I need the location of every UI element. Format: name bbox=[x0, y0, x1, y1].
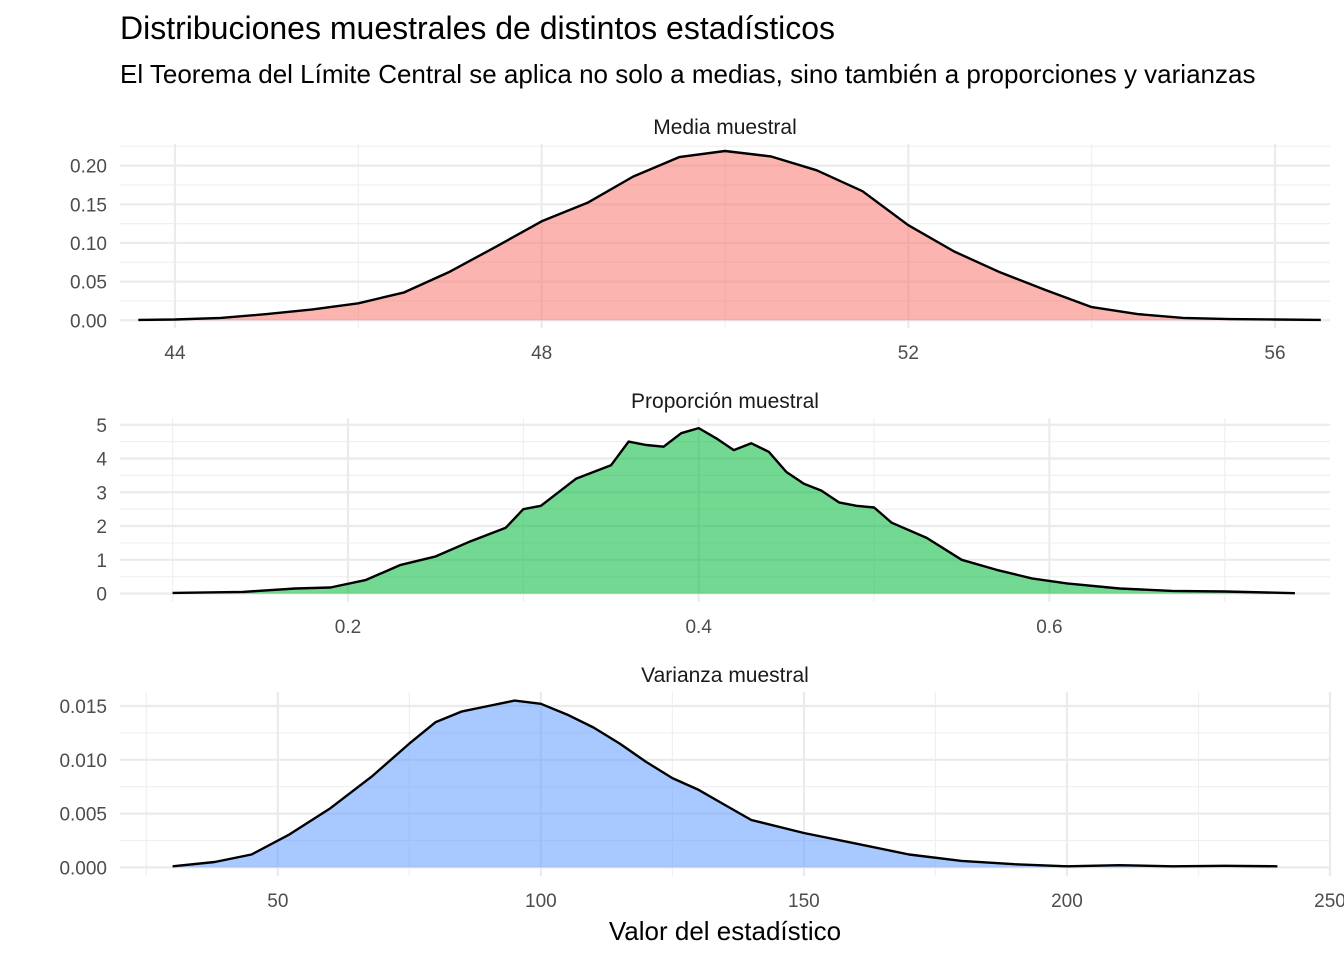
panel-1-x-tick-label: 44 bbox=[164, 343, 186, 364]
panel-2-y-tick-label: 2 bbox=[96, 517, 107, 538]
panel-2-strip-label: Proporción muestral bbox=[631, 390, 819, 413]
panel-3-x-tick-label: 50 bbox=[267, 891, 288, 912]
chart-subtitle: El Teorema del Límite Central se aplica … bbox=[120, 59, 1255, 89]
panel-2-y-tick-label: 5 bbox=[96, 416, 107, 437]
panel-1-y-tick-label: 0.10 bbox=[70, 234, 107, 255]
panel-1-y-tick-label: 0.00 bbox=[70, 311, 107, 332]
panel-1-density-area bbox=[138, 151, 1321, 321]
panel-3: Varianza muestral 0.000 0.005 0.010 0.015 50 1… bbox=[59, 664, 1344, 912]
panel-2-y-tick-label: 0 bbox=[96, 585, 107, 606]
panel-3-x-tick-label: 200 bbox=[1051, 891, 1083, 912]
panel-3-y-tick-label: 0.000 bbox=[59, 858, 107, 879]
panel-1-x-tick-label: 48 bbox=[531, 343, 552, 364]
panel-3-x-tick-label: 100 bbox=[525, 891, 557, 912]
panel-1-y-tick-label: 0.05 bbox=[70, 273, 107, 294]
panel-2-density-line bbox=[172, 426, 1295, 595]
panel-1-density-line bbox=[138, 149, 1321, 322]
panel-3-y-tick-label: 0.005 bbox=[59, 805, 107, 826]
panel-1-x-tick-label: 56 bbox=[1264, 343, 1285, 364]
panel-2-y-tick-label: 1 bbox=[96, 551, 107, 572]
panel-3-y-tick-label: 0.010 bbox=[59, 751, 107, 772]
panel-3-density-area bbox=[172, 700, 1278, 868]
panel-3-y-tick-label: 0.015 bbox=[59, 697, 107, 718]
panel-2-y-tick-label: 4 bbox=[96, 450, 107, 471]
panel-2-x-tick-label: 0.6 bbox=[1036, 617, 1062, 638]
x-axis-label: Valor del estadístico bbox=[609, 916, 841, 946]
panel-2-density-area bbox=[172, 428, 1295, 594]
panel-3-strip-label: Varianza muestral bbox=[641, 664, 809, 687]
panel-2-x-tick-label: 0.4 bbox=[685, 617, 712, 638]
panel-2: Proporción muestral 0 1 2 3 4 5 0.2 0.4 0.6 bbox=[96, 390, 1330, 638]
panel-3-density-line bbox=[172, 699, 1278, 868]
panel-1: Media muestral 0.00 0.05 0.10 0.15 0.20 44 48 52… bbox=[70, 116, 1330, 364]
panel-1-y-tick-label: 0.20 bbox=[70, 157, 107, 178]
panel-3-x-tick-label: 150 bbox=[788, 891, 820, 912]
chart-title: Distribuciones muestrales de distintos e… bbox=[120, 10, 835, 46]
panel-1-strip-label: Media muestral bbox=[653, 116, 797, 139]
panel-2-x-tick-label: 0.2 bbox=[335, 617, 361, 638]
panel-2-y-tick-label: 3 bbox=[96, 483, 107, 504]
panel-1-x-tick-label: 52 bbox=[898, 343, 919, 364]
panel-3-x-tick-label: 250 bbox=[1314, 891, 1344, 912]
panel-1-y-tick-label: 0.15 bbox=[70, 195, 107, 216]
